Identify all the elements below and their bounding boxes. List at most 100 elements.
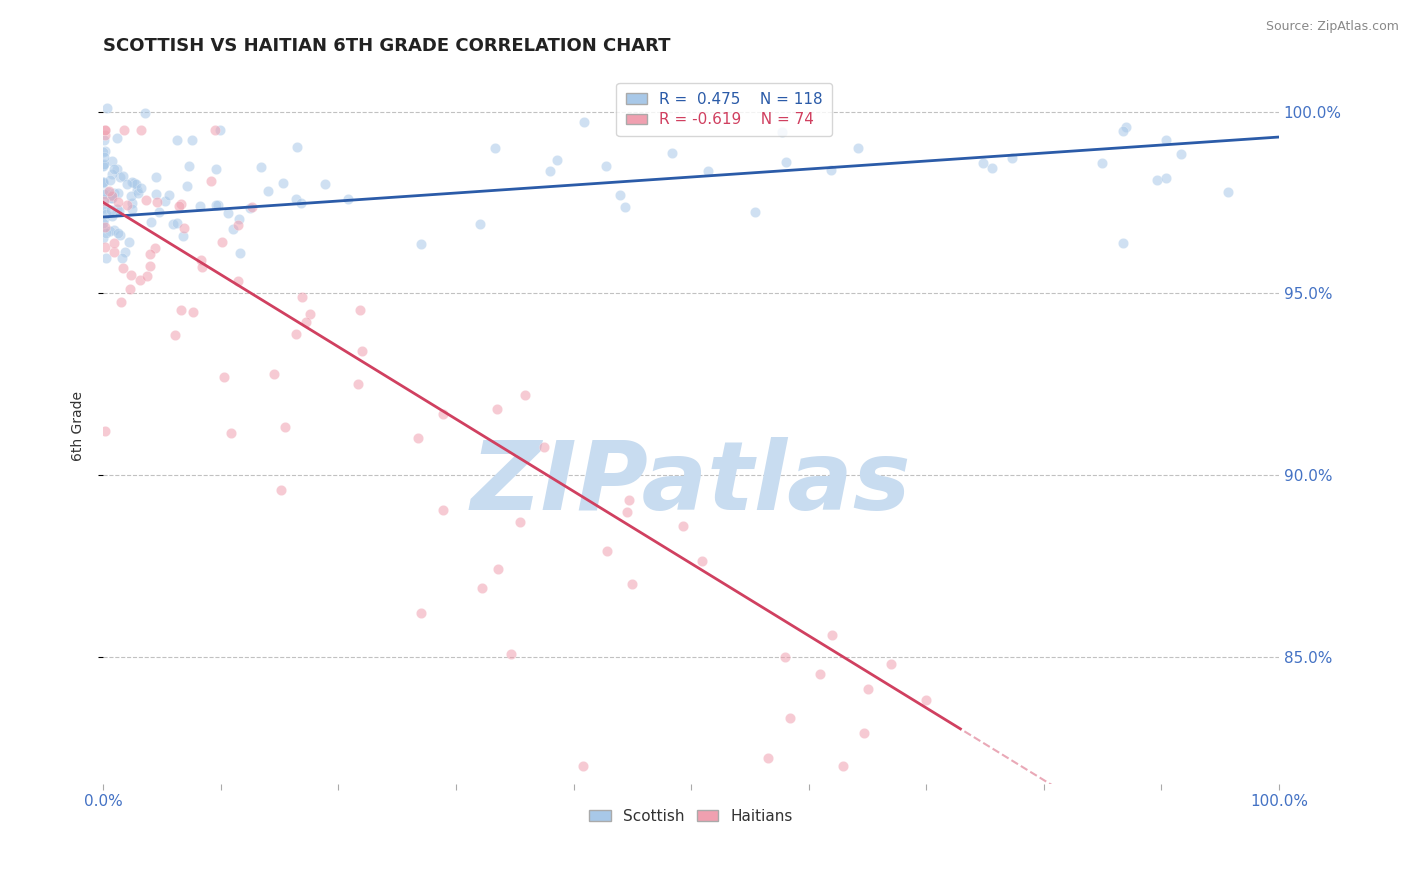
- Point: [1218, 186, 1240, 200]
- Point: [314, 177, 336, 191]
- Point: [661, 146, 683, 161]
- Point: [94, 122, 117, 136]
- Point: [120, 188, 142, 202]
- Point: [98, 173, 121, 187]
- Point: [696, 163, 718, 178]
- Point: [1091, 156, 1114, 170]
- Point: [690, 554, 713, 568]
- Point: [572, 759, 595, 773]
- Point: [226, 218, 249, 232]
- Point: [298, 307, 321, 321]
- Point: [240, 200, 263, 214]
- Point: [596, 543, 619, 558]
- Point: [145, 170, 167, 185]
- Point: [779, 711, 801, 725]
- Point: [471, 582, 494, 596]
- Point: [110, 251, 132, 265]
- Point: [134, 106, 156, 120]
- Point: [173, 220, 195, 235]
- Point: [112, 122, 135, 136]
- Point: [915, 693, 938, 707]
- Point: [96, 101, 118, 115]
- Point: [167, 199, 190, 213]
- Point: [257, 184, 280, 198]
- Point: [852, 726, 875, 740]
- Point: [821, 628, 844, 642]
- Point: [856, 681, 879, 696]
- Point: [100, 191, 122, 205]
- Point: [533, 441, 555, 455]
- Point: [217, 206, 239, 220]
- Point: [205, 161, 228, 176]
- Point: [239, 201, 262, 215]
- Point: [115, 198, 138, 212]
- Point: [98, 184, 121, 198]
- Point: [595, 159, 617, 173]
- Point: [538, 164, 561, 178]
- Point: [143, 241, 166, 255]
- Point: [129, 122, 152, 136]
- Point: [981, 161, 1004, 175]
- Point: [91, 159, 114, 173]
- Point: [115, 177, 138, 191]
- Point: [94, 187, 117, 202]
- Point: [139, 259, 162, 273]
- Point: [101, 167, 124, 181]
- Point: [94, 122, 117, 136]
- Point: [162, 217, 184, 231]
- Point: [228, 211, 250, 226]
- Point: [93, 158, 115, 172]
- Point: [468, 217, 491, 231]
- Point: [166, 133, 188, 147]
- Point: [408, 431, 430, 445]
- Point: [1111, 124, 1133, 138]
- Point: [209, 122, 232, 136]
- Point: [97, 186, 120, 200]
- Point: [118, 235, 141, 249]
- Point: [486, 562, 509, 576]
- Point: [273, 420, 295, 434]
- Point: [145, 195, 167, 210]
- Point: [94, 144, 117, 158]
- Point: [214, 370, 236, 384]
- Point: [129, 181, 152, 195]
- Point: [485, 401, 508, 416]
- Point: [103, 161, 125, 176]
- Point: [129, 273, 152, 287]
- Point: [773, 649, 796, 664]
- Point: [509, 516, 531, 530]
- Point: [108, 203, 131, 218]
- Point: [846, 141, 869, 155]
- Point: [121, 195, 143, 210]
- Point: [291, 290, 314, 304]
- Text: Source: ZipAtlas.com: Source: ZipAtlas.com: [1265, 20, 1399, 33]
- Point: [672, 519, 695, 533]
- Point: [93, 133, 115, 147]
- Point: [91, 231, 114, 245]
- Point: [284, 192, 307, 206]
- Point: [96, 206, 118, 220]
- Point: [972, 155, 994, 169]
- Point: [110, 170, 132, 185]
- Point: [94, 424, 117, 438]
- Point: [107, 194, 129, 209]
- Point: [172, 229, 194, 244]
- Point: [120, 268, 142, 282]
- Point: [263, 367, 285, 381]
- Point: [93, 201, 115, 215]
- Point: [105, 130, 128, 145]
- Point: [103, 223, 125, 237]
- Point: [93, 212, 115, 227]
- Point: [170, 302, 193, 317]
- Point: [136, 269, 159, 284]
- Point: [93, 157, 115, 171]
- Point: [93, 175, 115, 189]
- Y-axis label: 6th Grade: 6th Grade: [72, 391, 86, 461]
- Point: [112, 261, 135, 276]
- Point: [94, 240, 117, 254]
- Point: [1115, 120, 1137, 134]
- Point: [176, 179, 198, 194]
- Point: [290, 196, 312, 211]
- Point: [409, 606, 432, 620]
- Point: [145, 186, 167, 201]
